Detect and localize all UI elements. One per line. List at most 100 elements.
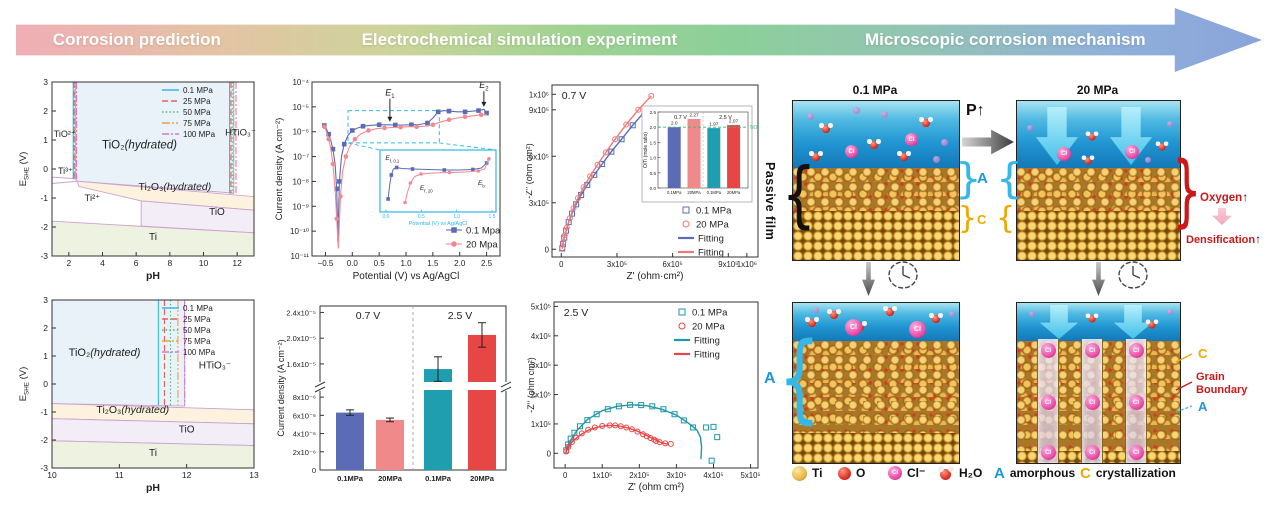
letter-c-icon: C: [1080, 464, 1091, 482]
y-tick-label: 10⁻⁴: [292, 78, 309, 87]
data-marker-square: [680, 417, 687, 424]
hydrogen-atom: [1145, 319, 1150, 324]
clock-face: [888, 261, 918, 289]
x-tick-label: 12: [182, 470, 192, 480]
hydrogen-atom: [818, 151, 823, 156]
inset-x-tick-label: 0.0: [383, 214, 390, 220]
banner-section-experiment: Electrochemical simulation experiment: [361, 30, 678, 49]
phase-boundary: [51, 176, 76, 180]
seawater-layer: [793, 303, 959, 341]
y-tick-label: 10⁻⁹: [292, 202, 309, 211]
hydrogen-atom: [819, 123, 824, 128]
inset-bar: [667, 127, 681, 188]
y-tick-label: 5x10⁵: [531, 302, 551, 311]
y-tick-label: 10⁻⁸: [293, 177, 310, 186]
clock-hand: [902, 274, 911, 279]
x-tick-label: 6: [134, 258, 139, 268]
y-tick-label: 0: [43, 164, 48, 174]
hydrogen-atom: [1085, 313, 1090, 318]
hydrogen-atom: [948, 466, 954, 472]
data-marker-circle: [563, 224, 570, 231]
data-marker-circle: [487, 157, 491, 161]
densification-up-arrow: ↑: [1255, 232, 1262, 246]
x-tick-label: 3x10⁵: [666, 471, 686, 480]
data-marker-square: [394, 165, 399, 170]
inset-y-tick-label: 2.0: [650, 125, 657, 130]
y-axis-title: Current density (A cm⁻²): [276, 339, 286, 436]
inset-x-category-label: 20MPa: [687, 190, 701, 195]
inset-x-tick-label: 1.0: [453, 214, 460, 220]
oxygen-atom: [830, 311, 838, 319]
data-marker-square: [349, 128, 355, 133]
hydrogen-atom: [1093, 313, 1098, 318]
data-marker-circle: [648, 92, 655, 99]
time-arrow-down: [1092, 262, 1105, 296]
oxygen-atom: [1088, 315, 1096, 323]
c-pointer-arrow: [1175, 353, 1193, 363]
region-label: TiO₂(hydrated): [69, 347, 141, 359]
y-tick-label: 2: [43, 323, 48, 333]
region-label: HTiO₃⁻: [199, 361, 231, 372]
x-axis-title: pH: [146, 270, 160, 282]
hydrogen-atom: [1089, 155, 1094, 160]
data-marker-square: [476, 108, 481, 113]
clock-icon: [1116, 260, 1150, 290]
oxygen-atom: [1158, 143, 1166, 151]
data-marker-circle: [628, 426, 635, 433]
data-marker-circle: [446, 117, 452, 123]
data-marker-square: [435, 109, 441, 115]
ion-dot: [881, 111, 888, 118]
ion-dot: [813, 307, 819, 313]
ion-dot: [1145, 157, 1151, 163]
bar-chart-svg: 0 2x10⁻⁶ 4x10⁻⁶ 6x10⁻⁶ 8x10⁻⁶ 1.6x10⁻⁵ 2.0x10⁻…: [276, 305, 512, 483]
inset-bar-value: 2.07: [729, 119, 739, 125]
y-tick-label: 6x10⁻⁶: [293, 411, 316, 420]
o-sphere-icon: [838, 466, 851, 480]
oxygen-atom: [1084, 157, 1092, 165]
amorphous-film-layer: [1017, 341, 1180, 451]
data-marker-circle: [599, 422, 606, 429]
x-category-label: 0.1MPa: [337, 474, 364, 483]
annotation-arrowhead: [387, 116, 393, 122]
mechanism-legend-label: H₂O: [959, 466, 983, 480]
amorphous-brace-left: }: [955, 154, 982, 203]
data-marker-circle: [382, 125, 387, 131]
water-molecule-icon: [1085, 131, 1098, 141]
oxygen-atom: [922, 119, 930, 127]
amorphous-film-layer: [793, 168, 959, 211]
x-tick-label: 12: [232, 258, 242, 268]
inset-reference-label: TiO₂: [750, 125, 760, 131]
y-tick-label: -1: [40, 407, 48, 417]
axis-break-mark: [314, 381, 326, 388]
data-marker-square: [682, 206, 690, 214]
x-tick-label: 5x10⁵: [741, 471, 761, 480]
region-label: Ti₂O₃(hydrated): [96, 404, 169, 416]
y-tick-label: 4x10⁻⁶: [293, 430, 316, 439]
inset-annotation: Eb: [478, 180, 485, 189]
region-label: TiO₂(hydrated): [102, 140, 177, 152]
chloride-ion-icon: Cl: [1040, 445, 1056, 460]
water-molecule-icon: [809, 151, 823, 161]
y-tick-label: 1x10⁶: [529, 90, 549, 99]
hydrogen-atom: [1163, 141, 1168, 146]
ion-dot: [941, 139, 948, 146]
hydrogen-atom: [938, 466, 944, 472]
axis-break-mark: [500, 381, 512, 388]
oxygen-atom: [808, 319, 816, 327]
y-tick-label: 10⁻¹⁰: [290, 227, 309, 236]
x-tick-label: 2: [66, 258, 71, 268]
data-marker-circle: [326, 136, 331, 142]
zoom-connector: [439, 142, 497, 151]
x-axis-title: pH: [146, 482, 160, 494]
bar: [336, 412, 364, 470]
data-marker-circle: [634, 428, 641, 435]
water-molecule-icon: [919, 117, 933, 127]
oxygen-atom: [822, 125, 830, 133]
hydrogen-atom: [1081, 155, 1086, 160]
x-tick-label: 6x10⁵: [663, 260, 683, 269]
water-molecule-icon: [853, 321, 867, 331]
pressure-transition-arrow: [962, 129, 1014, 155]
hydrogen-atom: [897, 151, 902, 156]
data-marker-circle: [623, 121, 630, 128]
crystal-substrate-layer: [793, 433, 959, 463]
